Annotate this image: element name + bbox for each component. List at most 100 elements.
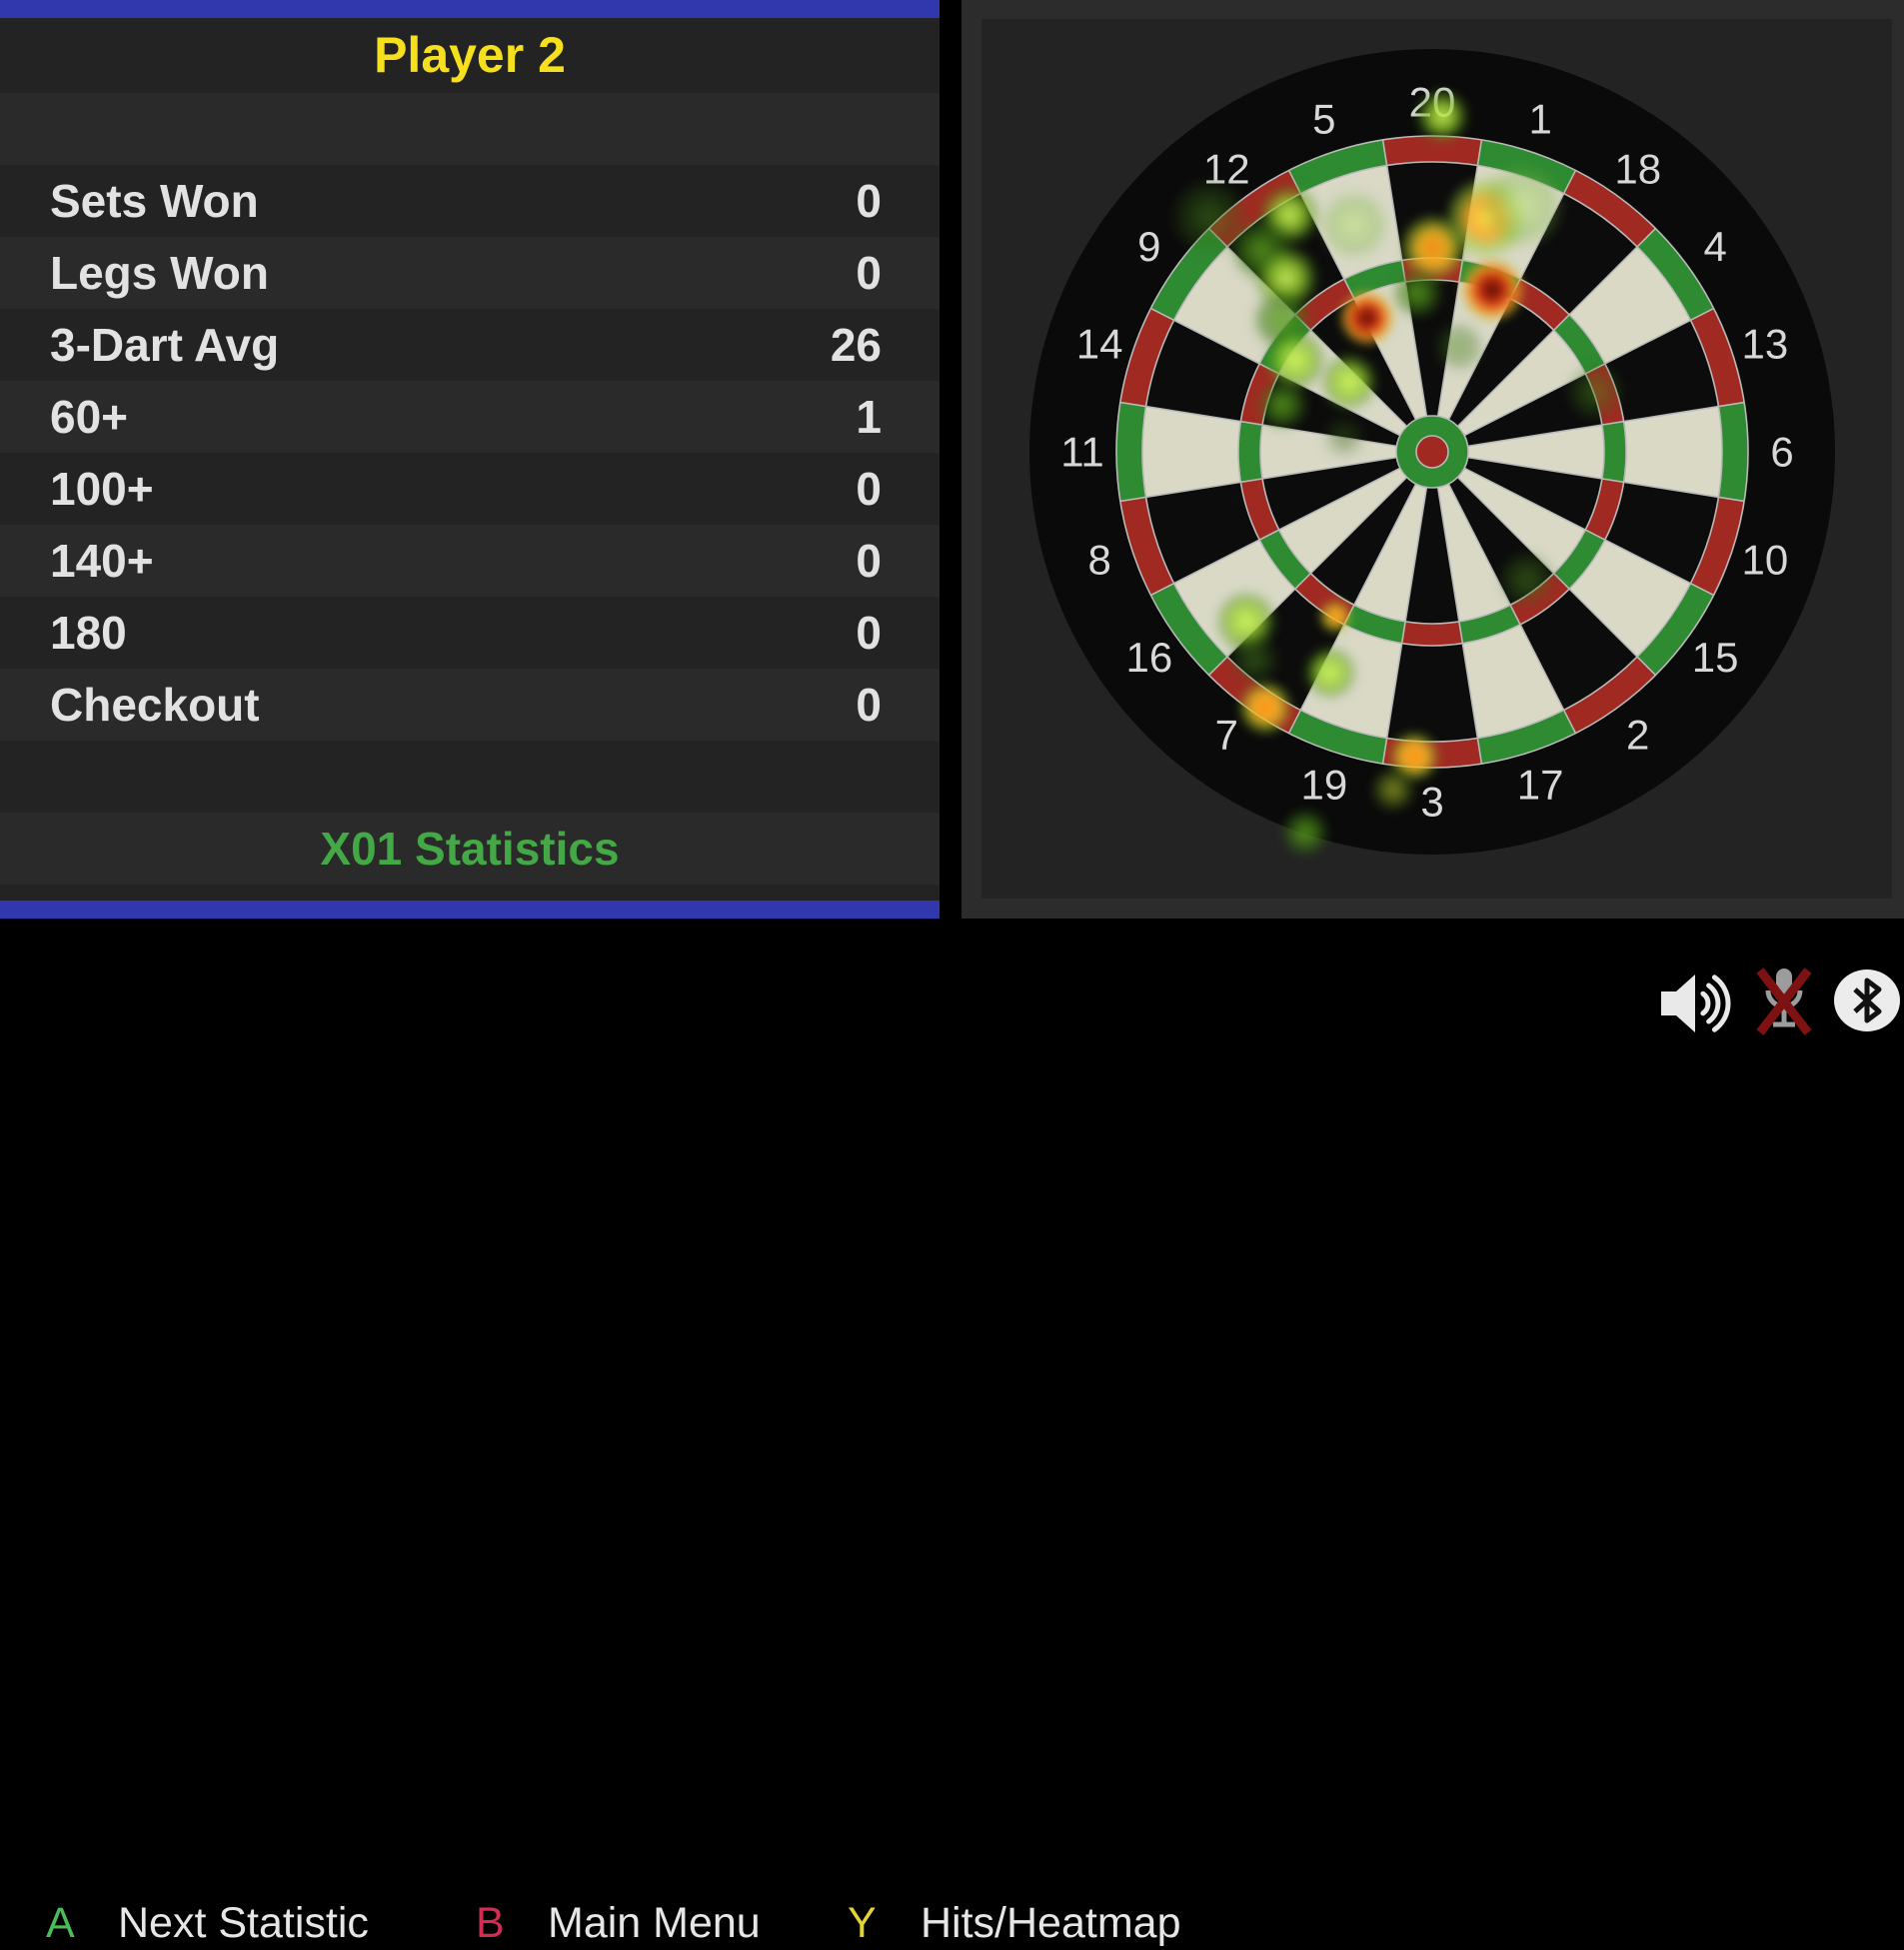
- board-wire-spoke: [1467, 401, 1745, 448]
- dartboard-number: 10: [1742, 537, 1789, 584]
- dartboard-number: 4: [1703, 223, 1726, 270]
- board-wire-spoke: [1119, 456, 1397, 503]
- bluetooth-icon[interactable]: [1833, 969, 1901, 1032]
- board-segment: [1150, 583, 1227, 676]
- board-segment: [1145, 482, 1260, 584]
- stat-row-60-plus: 60+ 1: [0, 381, 940, 453]
- stat-value: 0: [856, 607, 882, 659]
- board-segment: [1142, 406, 1241, 498]
- top-accent-bar: [0, 0, 940, 18]
- board-segment: [1405, 487, 1459, 624]
- stat-row-180: 180 0: [0, 597, 940, 669]
- board-segment: [1553, 314, 1605, 374]
- board-segment: [1457, 330, 1586, 436]
- board-segment: [1119, 497, 1174, 596]
- board-segment: [1382, 738, 1482, 768]
- board-segment: [1467, 425, 1604, 479]
- statistics-mode-label: X01 Statistics: [0, 813, 940, 885]
- stat-value: 0: [856, 175, 882, 227]
- stat-label: Legs Won: [50, 247, 269, 299]
- dartboard-number: 15: [1692, 634, 1739, 681]
- dartboard-heatmap-image: 20 1 18 4 13 6 10 15 2 17 3 19 7 16 8 11 14 9 12 5: [981, 19, 1892, 899]
- board-segment: [1437, 484, 1511, 622]
- board-segment: [1585, 478, 1624, 541]
- stat-row-3-dart-avg: 3-Dart Avg 26: [0, 309, 940, 381]
- stat-value: 0: [856, 679, 882, 731]
- stat-row-legs-won: Legs Won 0: [0, 237, 940, 309]
- dartboard-number: 16: [1125, 634, 1172, 681]
- controls-bar: A Next Statistic B Main Menu Y Hits/Heat…: [0, 919, 1904, 1947]
- button-hint-y-label[interactable]: Hits/Heatmap: [921, 1899, 1181, 1947]
- board-segment: [1288, 710, 1387, 765]
- stat-label: 140+: [50, 535, 154, 587]
- stat-value: 0: [856, 463, 882, 515]
- speaker-icon[interactable]: [1659, 969, 1745, 1038]
- board-wire-spoke: [1467, 456, 1745, 503]
- stat-value: 1: [856, 391, 882, 443]
- board-segment: [1401, 621, 1463, 646]
- board-segment: [1145, 320, 1260, 422]
- board-segment: [1262, 457, 1400, 531]
- board-segment: [1288, 139, 1387, 194]
- spacer-row: [0, 93, 940, 165]
- board-segment: [1259, 530, 1311, 590]
- board-segment: [1604, 320, 1719, 422]
- board-segment: [1623, 406, 1722, 498]
- board-segment: [1119, 308, 1174, 407]
- board-segment: [1520, 589, 1638, 711]
- dartboard-number: 13: [1742, 320, 1789, 367]
- board-segment: [1386, 643, 1478, 742]
- button-hint-a-label[interactable]: Next Statistic: [118, 1899, 369, 1947]
- spacer-row: [0, 885, 940, 901]
- player-stats-panel: Player 2 Sets Won 0 Legs Won 0 3-Dart Av…: [0, 0, 940, 919]
- stat-label: 3-Dart Avg: [50, 319, 280, 371]
- player-title: Player 2: [0, 18, 940, 93]
- board-segment: [1343, 605, 1406, 644]
- board-segment: [1457, 468, 1586, 574]
- board-wire-spoke: [1436, 487, 1483, 765]
- button-hint-y[interactable]: Y: [848, 1896, 877, 1950]
- heatmap-panel: 20 1 18 4 13 6 10 15 2 17 3 19 7 16 8 11 14 9 12 5: [961, 0, 1904, 920]
- dartboard-number: 11: [1060, 429, 1104, 476]
- board-segment: [1448, 298, 1554, 427]
- board-segment: [1510, 279, 1570, 331]
- microphone-muted-icon[interactable]: [1749, 963, 1819, 1040]
- button-hint-b[interactable]: B: [476, 1896, 505, 1950]
- stat-row-checkout: Checkout 0: [0, 669, 940, 741]
- board-segment: [1553, 530, 1605, 590]
- dartboard: 20 1 18 4 13 6 10 15 2 17 3 19 7 16 8 11 14 9 12 5: [1029, 49, 1835, 855]
- board-segment: [1604, 482, 1719, 584]
- board-segment: [1569, 540, 1691, 658]
- board-wire-spoke: [1381, 487, 1428, 765]
- dartboard-number: 1: [1528, 96, 1551, 143]
- board-segment: [1477, 710, 1576, 765]
- dartboard-number: 9: [1137, 223, 1160, 270]
- board-segment: [1690, 308, 1745, 407]
- gamepad-a-key: A: [46, 1899, 75, 1947]
- board-wire-spoke: [1456, 227, 1657, 428]
- gamepad-b-key: B: [476, 1899, 505, 1947]
- board-segment: [1343, 260, 1406, 299]
- dartboard-number: 7: [1215, 712, 1238, 759]
- board-segment: [1464, 457, 1602, 531]
- board-segment: [1718, 402, 1748, 502]
- board-segment: [1401, 258, 1463, 283]
- board-segment: [1386, 162, 1478, 261]
- stat-label: 60+: [50, 391, 129, 443]
- bullseye: [1415, 435, 1449, 469]
- dartboard-number: 8: [1087, 537, 1110, 584]
- button-hint-a[interactable]: A: [46, 1896, 75, 1950]
- board-segment: [1310, 477, 1416, 606]
- dartboard-number: 2: [1626, 712, 1649, 759]
- board-segment: [1382, 136, 1482, 166]
- stat-label: Sets Won: [50, 175, 259, 227]
- button-hint-b-label[interactable]: Main Menu: [548, 1899, 761, 1947]
- dartboard-number: 19: [1300, 761, 1347, 808]
- stat-row-100-plus: 100+ 0: [0, 453, 940, 525]
- stat-label: Checkout: [50, 679, 260, 731]
- stat-value: 0: [856, 247, 882, 299]
- board-segment: [1240, 478, 1279, 541]
- stat-row-140-plus: 140+ 0: [0, 525, 940, 597]
- board-segment: [1601, 421, 1626, 483]
- gamepad-y-key: Y: [848, 1899, 877, 1947]
